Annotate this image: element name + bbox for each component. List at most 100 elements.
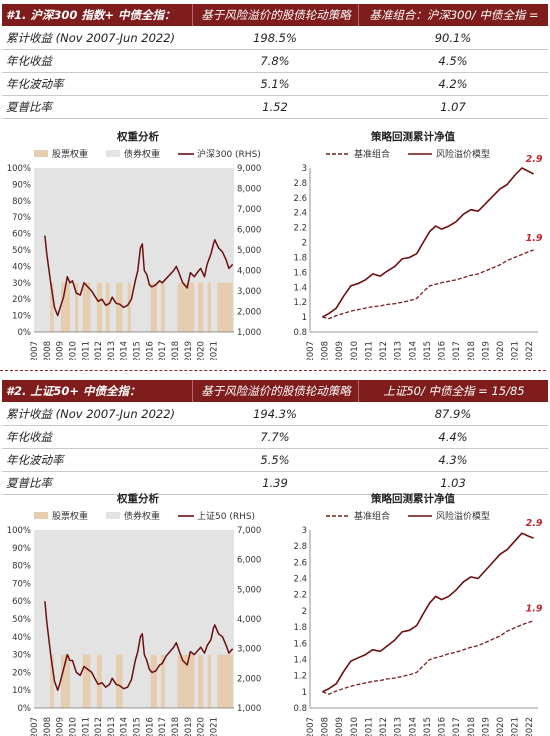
legend-label-bond: 债券权重 bbox=[124, 510, 160, 522]
y-left-tick: 10% bbox=[12, 686, 31, 696]
stock-weight-bar bbox=[116, 282, 123, 332]
y-right-tick: 5,000 bbox=[237, 246, 261, 256]
table-row: 累计收益 (Nov 2007-Jun 2022) 198.5% 90.1% bbox=[2, 27, 548, 50]
x-tick: 2018 bbox=[171, 717, 181, 736]
x-tick: 2015 bbox=[133, 341, 143, 360]
strategy-value: 198.5% bbox=[253, 31, 297, 45]
y-tick: 1.4 bbox=[293, 283, 307, 293]
x-tick: 2022 bbox=[525, 717, 535, 736]
benchmark-value: 4.5% bbox=[438, 54, 468, 68]
y-right-tick: 9,000 bbox=[237, 164, 261, 174]
x-tick: 2016 bbox=[145, 717, 155, 736]
x-tick: 2020 bbox=[496, 717, 506, 736]
y-right-tick: 4,000 bbox=[237, 615, 261, 625]
table-row: 夏普比率 1.52 1.07 bbox=[2, 96, 548, 119]
endpoint-label-strategy: 2.9 bbox=[526, 518, 543, 529]
y-right-tick: 4,000 bbox=[237, 267, 261, 277]
strategy-value: 7.7% bbox=[260, 430, 290, 444]
y-left-tick: 0% bbox=[18, 328, 32, 338]
stock-weight-bar bbox=[60, 654, 70, 708]
x-tick: 2008 bbox=[321, 341, 331, 360]
stock-weight-bar bbox=[82, 654, 91, 708]
x-tick: 2012 bbox=[379, 717, 389, 736]
y-tick: 1 bbox=[302, 688, 307, 698]
y-right-tick: 7,000 bbox=[237, 526, 261, 536]
x-tick: 2010 bbox=[69, 717, 79, 736]
y-tick: 2.2 bbox=[293, 224, 307, 234]
x-tick: 2012 bbox=[94, 717, 104, 736]
x-tick: 2017 bbox=[158, 717, 168, 736]
benchmark-value: 4.3% bbox=[438, 453, 468, 467]
table-header-benchmark: 上证50/ 中债全指 = 15/85 bbox=[358, 380, 549, 402]
stock-weight-bar bbox=[150, 282, 158, 332]
x-tick: 2011 bbox=[365, 341, 375, 360]
y-right-tick: 7,000 bbox=[237, 205, 261, 215]
y-tick: 2 bbox=[302, 607, 307, 617]
legend-label-stock: 股票权重 bbox=[52, 510, 88, 522]
y-left-tick: 50% bbox=[12, 246, 31, 256]
y-tick: 3 bbox=[302, 526, 307, 536]
benchmark-value: 4.4% bbox=[438, 430, 468, 444]
x-tick: 2010 bbox=[69, 341, 79, 360]
row-label: 年化收益 bbox=[6, 54, 52, 68]
index-line bbox=[44, 235, 234, 317]
stock-weight-bar bbox=[207, 654, 211, 708]
legend-label-index: 上证50 (RHS) bbox=[197, 511, 255, 522]
x-tick: 2009 bbox=[335, 717, 345, 736]
index-line bbox=[44, 601, 234, 691]
y-tick: 2.8 bbox=[293, 179, 307, 189]
y-tick: 2.4 bbox=[293, 209, 307, 219]
y-right-tick: 2,000 bbox=[237, 308, 261, 318]
stock-weight-bar bbox=[82, 282, 91, 332]
x-tick: 2018 bbox=[467, 341, 477, 360]
y-tick: 0.8 bbox=[293, 328, 307, 338]
y-tick: 2.6 bbox=[293, 194, 307, 204]
table-header: #2. 上证50+ 中债全指： 基于风险溢价的股债轮动策略 上证50/ 中债全指… bbox=[2, 380, 548, 402]
y-left-tick: 40% bbox=[12, 633, 31, 643]
x-tick: 2007 bbox=[306, 717, 316, 736]
table-row: 年化波动率 5.1% 4.2% bbox=[2, 73, 548, 96]
y-right-tick: 2,000 bbox=[237, 674, 261, 684]
y-right-tick: 1,000 bbox=[237, 704, 261, 714]
benchmark-value: 87.9% bbox=[434, 407, 472, 421]
y-tick: 1.2 bbox=[293, 672, 307, 682]
row-label: 年化收益 bbox=[6, 430, 52, 444]
benchmark-line bbox=[322, 619, 534, 695]
x-tick: 2019 bbox=[481, 717, 491, 736]
stock-weight-bar bbox=[198, 282, 204, 332]
x-tick: 2010 bbox=[350, 341, 360, 360]
x-tick: 2011 bbox=[365, 717, 375, 736]
y-tick: 1.2 bbox=[293, 298, 307, 308]
x-tick: 2020 bbox=[496, 341, 506, 360]
x-tick: 2012 bbox=[379, 341, 389, 360]
table-row: 夏普比率 1.39 1.03 bbox=[2, 472, 548, 495]
y-tick: 1 bbox=[302, 313, 307, 323]
benchmark-value: 4.2% bbox=[438, 77, 468, 91]
y-tick: 2 bbox=[302, 239, 307, 249]
x-tick: 2009 bbox=[335, 341, 345, 360]
x-tick: 2014 bbox=[408, 717, 418, 736]
legend-swatch-stock bbox=[34, 150, 48, 157]
benchmark-value: 90.1% bbox=[434, 31, 472, 45]
x-tick: 2020 bbox=[197, 341, 207, 360]
stock-weight-bar bbox=[50, 654, 54, 708]
y-left-tick: 90% bbox=[12, 180, 31, 190]
y-left-tick: 0% bbox=[18, 704, 32, 714]
row-label: 累计收益 (Nov 2007-Jun 2022) bbox=[6, 31, 176, 45]
y-left-tick: 70% bbox=[12, 579, 31, 589]
benchmark-value: 1.07 bbox=[440, 100, 466, 114]
x-tick: 2007 bbox=[306, 341, 316, 360]
x-tick: 2021 bbox=[210, 717, 220, 736]
row-label: 累计收益 (Nov 2007-Jun 2022) bbox=[6, 407, 176, 421]
x-tick: 2019 bbox=[184, 717, 194, 736]
strategy-line bbox=[322, 532, 534, 693]
x-tick: 2013 bbox=[394, 341, 404, 360]
stock-weight-bar bbox=[116, 654, 123, 708]
y-left-tick: 20% bbox=[12, 295, 31, 305]
table-header-title: #1. 沪深300 指数+ 中债全指： bbox=[6, 8, 176, 22]
y-right-tick: 5,000 bbox=[237, 585, 261, 595]
y-tick: 1.4 bbox=[293, 655, 307, 665]
